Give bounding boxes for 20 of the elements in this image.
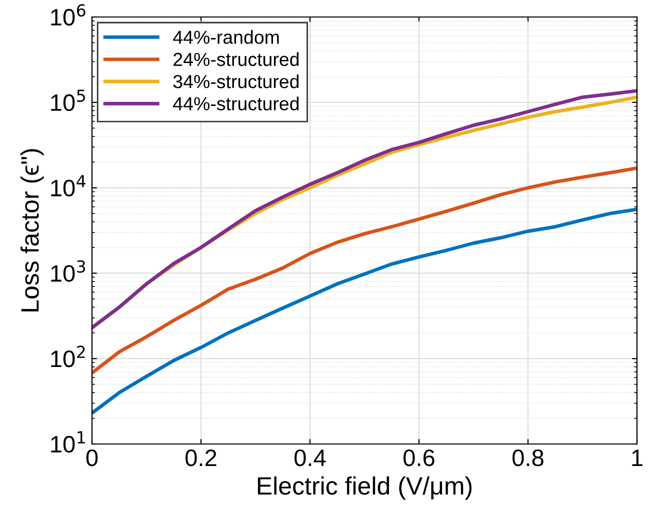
y-tick-label: 10$^{4}$ xyxy=(51,175,86,196)
y-tick-label: 10$^{3}$ xyxy=(51,260,86,282)
legend-label: 34%-structured xyxy=(173,74,299,88)
y-tick-label: 10$^{6}$ xyxy=(51,4,86,26)
x-tick-label: 1 xyxy=(632,450,642,466)
y-tick-label: 10$^{2}$ xyxy=(51,346,85,368)
x-tick-label: 0.2 xyxy=(186,449,216,466)
legend-label: 44%-structured xyxy=(173,96,299,110)
x-axis-title: Electric field (V/μm) xyxy=(258,476,472,500)
x-tick-label: 0.4 xyxy=(294,449,326,466)
x-tick-label: 0.6 xyxy=(404,449,434,466)
x-tick-label: 0.8 xyxy=(512,449,544,466)
x-tick-label: 0 xyxy=(86,449,98,466)
y-tick-label: 10$^{1}$ xyxy=(51,431,85,453)
line-series xyxy=(92,166,637,375)
legend-label: 44%-random xyxy=(173,30,279,44)
y-tick-label: 10$^{5}$ xyxy=(51,90,85,112)
line-series xyxy=(92,208,637,415)
legend-label: 24%-structured xyxy=(174,52,299,66)
y-axis-title: Loss factor (ϵ") xyxy=(20,149,44,312)
